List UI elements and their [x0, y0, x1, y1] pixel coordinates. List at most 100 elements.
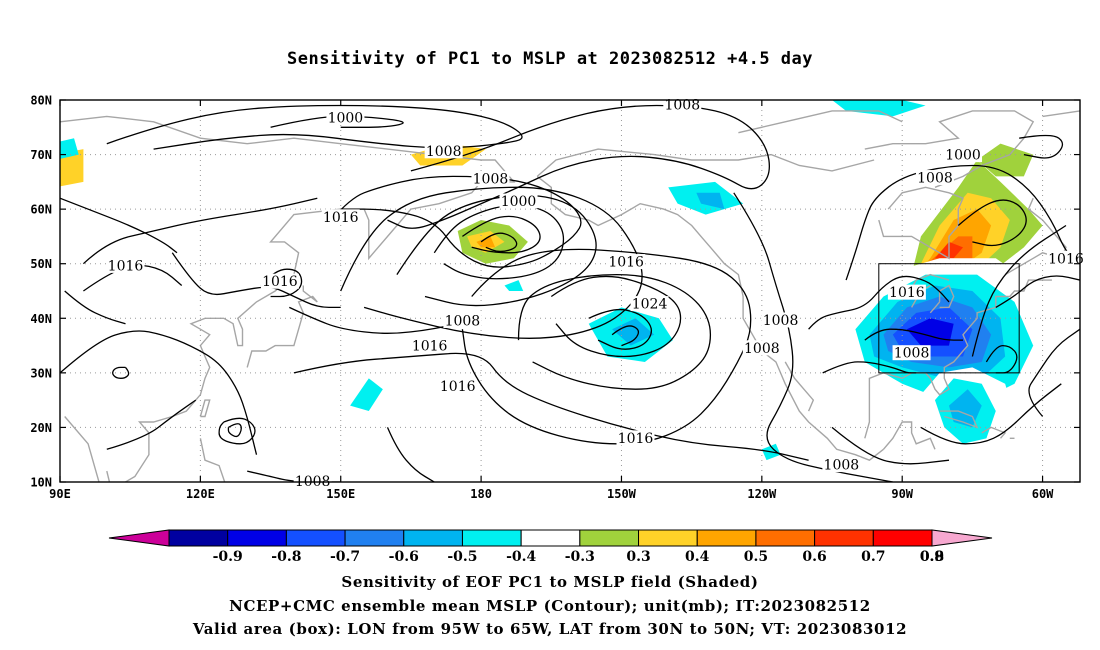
contour-label: 1008 — [915, 170, 954, 187]
contour-label: 1016 — [438, 378, 477, 395]
mslp-isobar — [985, 344, 1018, 374]
svg-text:1000: 1000 — [328, 111, 364, 127]
y-tick-label: 60N — [30, 203, 52, 217]
mslp-isobar — [733, 192, 893, 482]
svg-text:1016: 1016 — [323, 210, 359, 226]
colorbar-swatch — [638, 529, 698, 547]
colorbar-label: -0.7 — [330, 549, 360, 565]
svg-text:1016: 1016 — [412, 339, 448, 355]
valid-area-box — [878, 263, 1020, 374]
contour-label: 1016 — [106, 257, 145, 274]
footer-caption-contour: NCEP+CMC ensemble mean MSLP (Contour); u… — [229, 597, 871, 615]
mslp-isobar — [588, 308, 653, 350]
mslp-isobar — [171, 252, 341, 309]
colorbar-swatch — [344, 529, 405, 547]
svg-text:1008: 1008 — [763, 313, 799, 329]
svg-text:1016: 1016 — [108, 258, 144, 274]
coastline-segment — [784, 361, 815, 412]
contour-label: 1008 — [471, 171, 510, 188]
colorbar-swatch — [755, 529, 816, 547]
shaded-band--0p5 — [696, 192, 725, 210]
shaded-band--0p4 — [832, 100, 926, 117]
mslp-isobar — [387, 104, 770, 229]
footer-caption-valid-area: Valid area (box): LON from 95W to 65W, L… — [192, 620, 908, 638]
shaded-region-arctic-negative — [598, 100, 926, 122]
contour-label: 1016 — [260, 273, 299, 290]
colorbar-swatch — [520, 529, 581, 547]
svg-text:1016: 1016 — [618, 431, 654, 447]
colorbar-swatch — [285, 529, 346, 547]
contour-label: 1008 — [424, 143, 463, 160]
mslp-isobar — [106, 104, 523, 150]
colorbar-swatch — [872, 529, 933, 547]
mslp-isobar — [433, 204, 565, 280]
svg-text:1008: 1008 — [664, 97, 700, 113]
svg-text:1008: 1008 — [445, 314, 481, 330]
y-tick-label: 20N — [30, 421, 52, 435]
coastline-segment — [536, 175, 884, 461]
coastline-segment — [64, 416, 100, 482]
svg-text:1016: 1016 — [262, 274, 298, 290]
contour-label: 1016 — [616, 430, 655, 447]
mslp-isobar — [461, 248, 752, 445]
coastline-segment — [246, 285, 318, 368]
contour-label: 1016 — [321, 209, 360, 226]
colorbar-label: 0.6 — [802, 549, 826, 565]
mslp-isobar — [864, 328, 963, 341]
colorbar-swatch — [579, 529, 640, 547]
contour-label: 1016 — [607, 254, 646, 271]
colorbar-swatch — [403, 529, 463, 547]
contour-label-layer: 1000 1008 1008 1000 1008 1000 1016 1016 1016 1016… — [106, 96, 1085, 490]
mslp-isobar — [270, 115, 404, 128]
colorbar-label: 0.9 — [920, 549, 944, 565]
mslp-isobar — [218, 417, 256, 445]
mslp-isobar — [957, 199, 1027, 247]
svg-text:1008: 1008 — [824, 458, 860, 474]
svg-text:1016: 1016 — [608, 255, 644, 271]
contour-label: 1024 — [630, 296, 669, 313]
colorbar: -0.9 -0.8 -0.7 -0.6 -0.5 -0.4 -0.3 0.3 0.4 0.5 0.6… — [108, 529, 993, 565]
coastline-segment — [938, 284, 955, 309]
coastline-segment — [929, 301, 941, 314]
shaded-band--0p5 — [612, 318, 655, 346]
contour-label: 1008 — [822, 457, 861, 474]
mslp-isobar — [112, 366, 130, 379]
mslp-isobar — [611, 325, 640, 347]
mslp-isobar — [64, 290, 126, 325]
mslp-isobar — [386, 427, 435, 482]
svg-text:1008: 1008 — [473, 172, 509, 188]
contour-label: 1008 — [892, 345, 931, 362]
mslp-contour-layer — [60, 104, 1080, 482]
y-tick-label: 50N — [30, 257, 52, 271]
colorbar-label: -0.6 — [389, 549, 419, 565]
coastline-segment — [1042, 110, 1080, 118]
svg-text:1008: 1008 — [894, 346, 930, 362]
colorbar-label: 0.4 — [685, 549, 710, 565]
map-title: Sensitivity of PC1 to MSLP at 2023082512… — [286, 49, 813, 69]
shaded-band-0p3 — [977, 143, 1034, 177]
coastline-segment — [882, 421, 936, 450]
coastline-segment — [939, 410, 979, 429]
shaded-band-0p5 — [476, 236, 496, 248]
mslp-isobar — [845, 164, 1080, 281]
svg-text:1016: 1016 — [889, 285, 925, 301]
shaded-band--0p3 — [555, 154, 762, 226]
svg-text:1016: 1016 — [440, 379, 476, 395]
y-tick-label: 10N — [30, 476, 52, 490]
coastline-segment — [536, 148, 875, 177]
mslp-isobar — [227, 423, 242, 438]
contour-label: 1000 — [326, 110, 365, 127]
shaded-band--0p3 — [485, 269, 533, 297]
mslp-isobar — [1019, 134, 1064, 159]
colorbar-label: 0.3 — [626, 549, 650, 565]
x-tick-label: 120W — [747, 487, 777, 501]
mslp-isobar — [822, 361, 917, 374]
svg-text:1008: 1008 — [744, 341, 780, 357]
coastline-segment — [738, 110, 903, 134]
contour-label: 1016 — [410, 338, 449, 355]
colorbar-swatch — [168, 529, 229, 547]
x-tick-label: 120E — [186, 487, 215, 501]
svg-text:1024: 1024 — [632, 297, 668, 313]
shaded-region-baffin-positive — [60, 143, 1034, 187]
